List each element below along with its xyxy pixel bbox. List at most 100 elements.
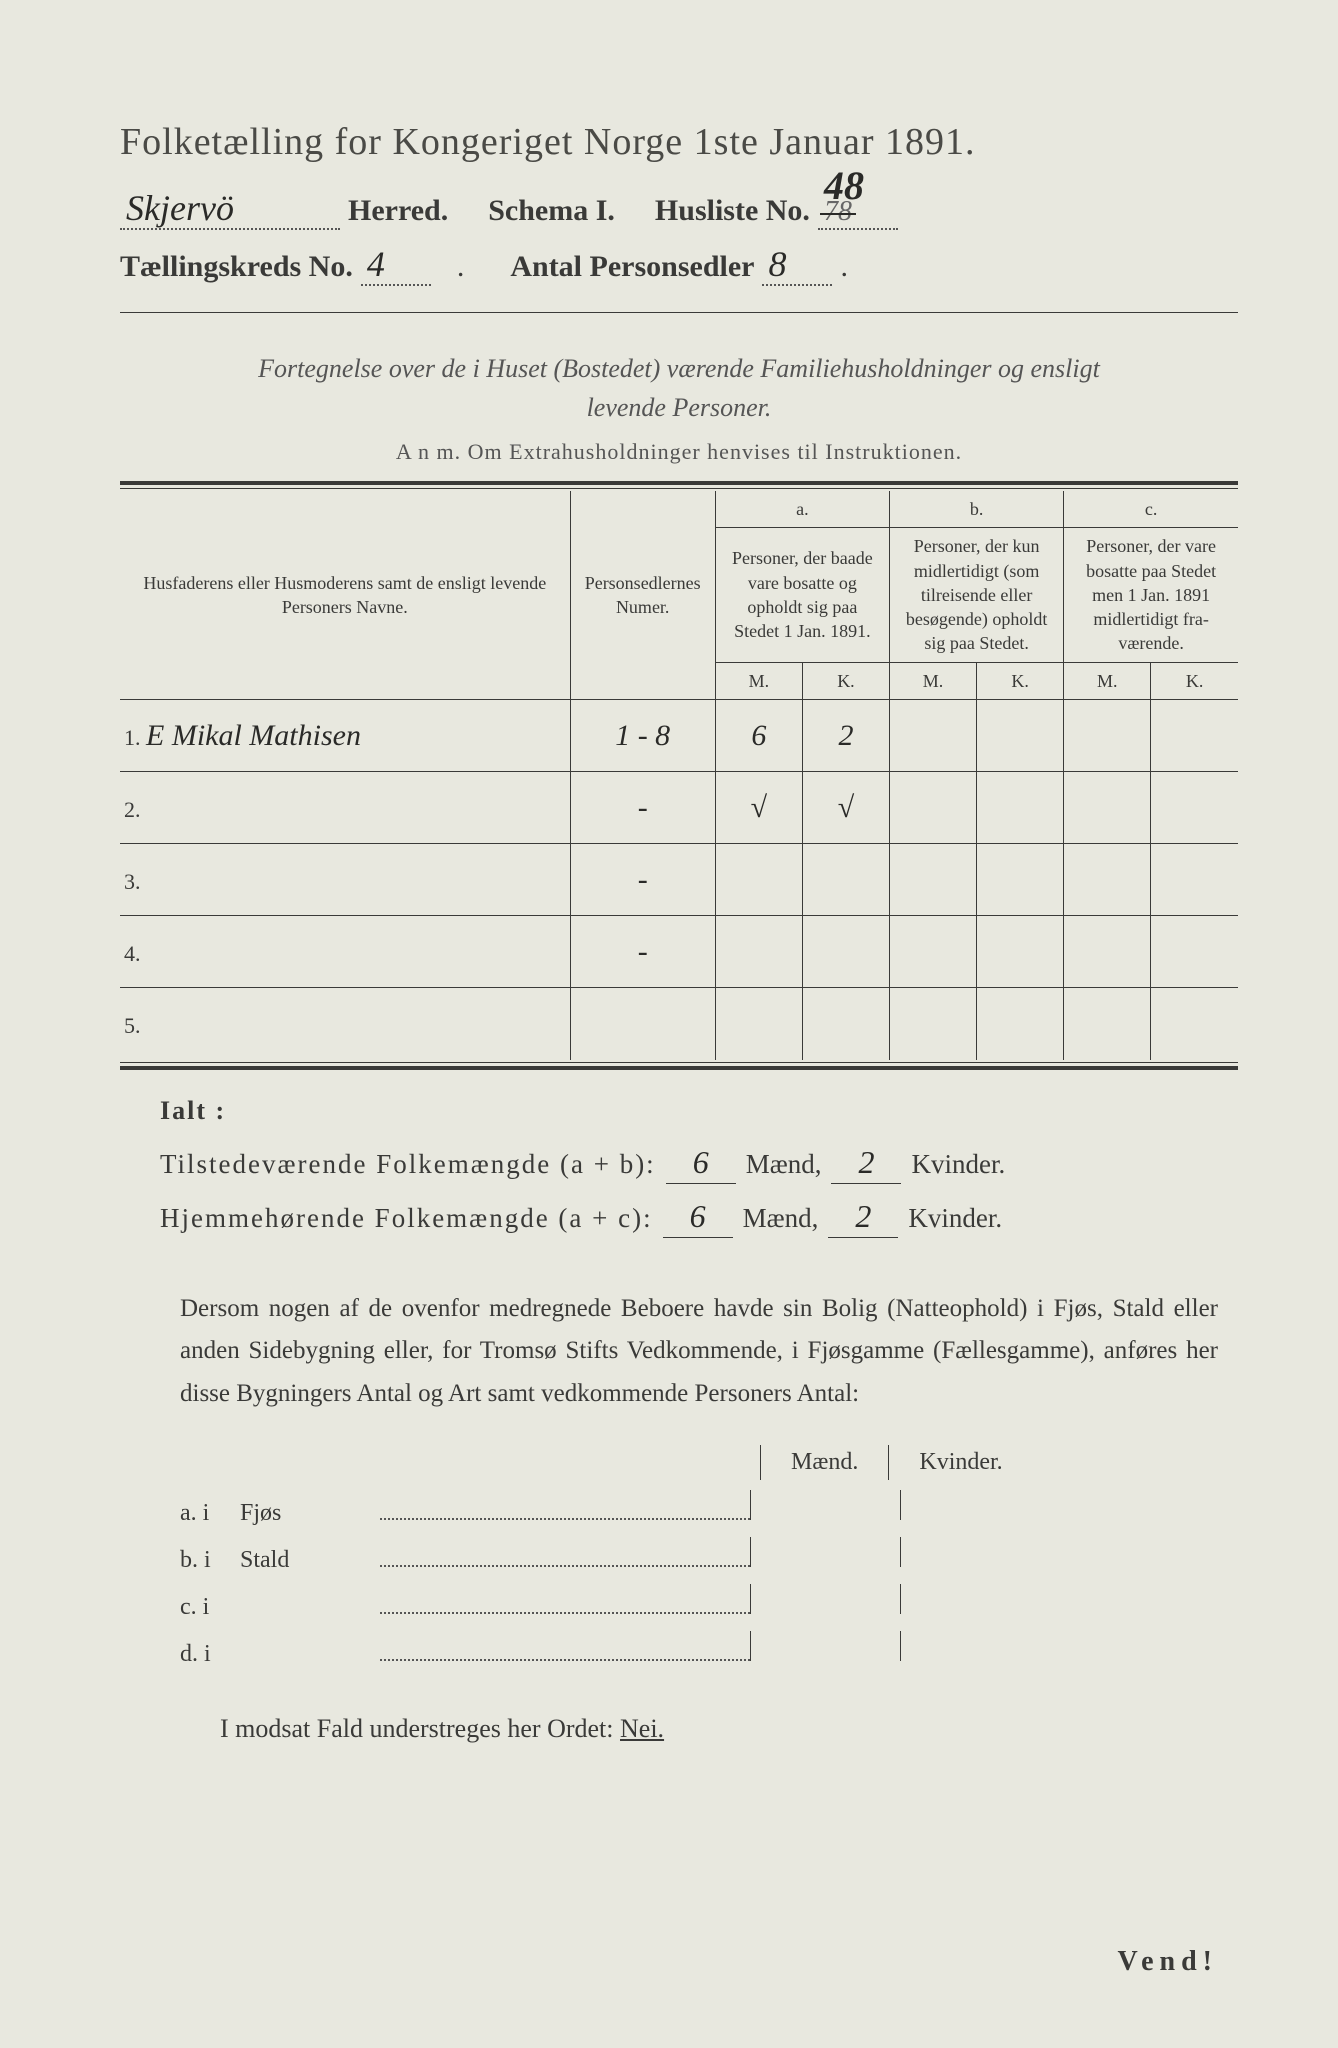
building-m bbox=[750, 1537, 900, 1567]
table-row: 5. bbox=[120, 988, 1238, 1060]
present-k: 2 bbox=[858, 1144, 874, 1180]
row-b-m bbox=[890, 772, 977, 844]
census-form-page: Folketælling for Kongeriget Norge 1ste J… bbox=[0, 0, 1338, 2048]
mk-m: M. bbox=[890, 662, 977, 699]
subheading: Fortegnelse over de i Huset (Bostedet) v… bbox=[120, 349, 1238, 427]
mk-k: K. bbox=[1151, 662, 1238, 699]
building-k bbox=[900, 1537, 1050, 1567]
row-a-k bbox=[802, 844, 889, 916]
building-name: Fjøs bbox=[240, 1500, 380, 1527]
building-m bbox=[750, 1584, 900, 1614]
row-numer bbox=[570, 988, 715, 1060]
row-a-m: 6 bbox=[715, 700, 802, 772]
mk-m: M. bbox=[715, 662, 802, 699]
mk-k: K. bbox=[802, 662, 889, 699]
building-mk-header: Mænd. Kvinder. bbox=[760, 1445, 1238, 1480]
kvinder-label: Kvinder. bbox=[908, 1203, 1002, 1234]
resident-k: 2 bbox=[855, 1198, 871, 1234]
row-c-m bbox=[1064, 988, 1151, 1060]
side-building-paragraph: Dersom nogen af de ovenfor medregnede Be… bbox=[180, 1288, 1218, 1416]
row-a-k: √ bbox=[802, 772, 889, 844]
antal-label: Antal Personsedler bbox=[510, 250, 754, 284]
row-c-m bbox=[1064, 772, 1151, 844]
row-numer: 1 - 8 bbox=[570, 700, 715, 772]
row-name: 3. bbox=[120, 844, 570, 916]
building-row: a. iFjøs bbox=[180, 1490, 1238, 1527]
row-name: 1. E Mikal Mathisen bbox=[120, 700, 570, 772]
row-c-k bbox=[1151, 844, 1238, 916]
building-k bbox=[900, 1490, 1050, 1520]
building-row: d. i bbox=[180, 1631, 1238, 1668]
row-b-m bbox=[890, 988, 977, 1060]
row-name: 4. bbox=[120, 916, 570, 988]
building-dots bbox=[380, 1642, 750, 1661]
dot: . bbox=[840, 250, 848, 284]
row-b-k bbox=[977, 916, 1064, 988]
row-name: 5. bbox=[120, 988, 570, 1060]
maend-col: Mænd. bbox=[760, 1445, 888, 1480]
row-c-k bbox=[1151, 700, 1238, 772]
divider bbox=[120, 312, 1238, 313]
building-dots bbox=[380, 1501, 750, 1520]
vend-label: Vend! bbox=[1117, 1946, 1218, 1978]
row-a-m: √ bbox=[715, 772, 802, 844]
row-c-m bbox=[1064, 700, 1151, 772]
building-m bbox=[750, 1490, 900, 1520]
row-a-m bbox=[715, 844, 802, 916]
mk-m: M. bbox=[1064, 662, 1151, 699]
table-top-rule-1 bbox=[120, 481, 1238, 485]
building-dots bbox=[380, 1548, 750, 1567]
row-c-m bbox=[1064, 844, 1151, 916]
row-name: 2. bbox=[120, 772, 570, 844]
table-bottom-rule-1 bbox=[120, 1062, 1238, 1063]
kvinder-label: Kvinder. bbox=[911, 1149, 1005, 1180]
col-a-desc: Personer, der baade vare bo­satte og oph… bbox=[715, 528, 889, 662]
building-lbl: a. i bbox=[180, 1500, 240, 1527]
building-m bbox=[750, 1631, 900, 1661]
col-c-label: c. bbox=[1064, 491, 1238, 528]
building-row: b. iStald bbox=[180, 1537, 1238, 1574]
col-names: Husfaderens eller Husmode­rens samt de e… bbox=[120, 491, 570, 700]
building-list: a. iFjøs b. iStald c. i d. i bbox=[120, 1490, 1238, 1668]
resident-label: Hjemmehørende Folkemængde (a + c): bbox=[160, 1203, 653, 1234]
header-line-1: Skjervö Herred. Schema I. Husliste No. 7… bbox=[120, 192, 1238, 230]
col-c-desc: Personer, der vare bosatte paa Stedet me… bbox=[1064, 528, 1238, 662]
maend-label: Mænd, bbox=[746, 1149, 822, 1180]
totals-resident: Hjemmehørende Folkemængde (a + c): 6 Mæn… bbox=[160, 1198, 1238, 1238]
header-line-2: Tællingskreds No. 4 . Antal Personsedler… bbox=[120, 248, 1238, 286]
building-lbl: b. i bbox=[180, 1547, 240, 1574]
col-b-desc: Personer, der kun midler­tidigt (som til… bbox=[890, 528, 1064, 662]
row-a-m bbox=[715, 916, 802, 988]
ialt-label: Ialt : bbox=[160, 1096, 1238, 1126]
table-row: 4. - bbox=[120, 916, 1238, 988]
herred-label: Herred. bbox=[348, 194, 448, 228]
row-b-m bbox=[890, 844, 977, 916]
table-top-rule-2 bbox=[120, 488, 1238, 489]
building-row: c. i bbox=[180, 1584, 1238, 1621]
building-dots bbox=[380, 1595, 750, 1614]
row-c-m bbox=[1064, 916, 1151, 988]
row-a-k bbox=[802, 988, 889, 1060]
building-lbl: c. i bbox=[180, 1594, 240, 1621]
present-label: Tilstedeværende Folkemængde (a + b): bbox=[160, 1149, 656, 1180]
table-bottom-rule-2 bbox=[120, 1066, 1238, 1070]
row-a-k bbox=[802, 916, 889, 988]
row-numer: - bbox=[570, 772, 715, 844]
nei-word: Nei. bbox=[620, 1714, 664, 1743]
resident-m: 6 bbox=[690, 1198, 706, 1234]
building-lbl: d. i bbox=[180, 1641, 240, 1668]
antal-value: 8 bbox=[768, 248, 786, 280]
row-c-k bbox=[1151, 772, 1238, 844]
row-numer: - bbox=[570, 844, 715, 916]
form-title: Folketælling for Kongeriget Norge 1ste J… bbox=[120, 120, 1238, 164]
row-b-m bbox=[890, 700, 977, 772]
row-b-k bbox=[977, 772, 1064, 844]
table-row: 1. E Mikal Mathisen1 - 862 bbox=[120, 700, 1238, 772]
nei-line: I modsat Fald understreges her Ordet: Ne… bbox=[220, 1714, 1238, 1744]
row-b-m bbox=[890, 916, 977, 988]
kreds-label: Tællingskreds No. bbox=[120, 250, 353, 284]
herred-value: Skjervö bbox=[126, 192, 234, 224]
row-numer: - bbox=[570, 916, 715, 988]
husliste-label: Husliste No. bbox=[655, 194, 810, 228]
table-row: 3. - bbox=[120, 844, 1238, 916]
